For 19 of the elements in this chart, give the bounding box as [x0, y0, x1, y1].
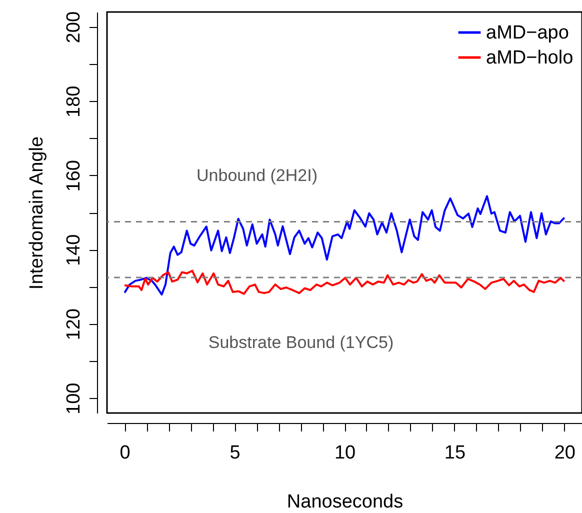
y-tick-label: 120 [64, 308, 84, 340]
x-tick-label: 0 [120, 442, 130, 464]
x-axis-title: Nanoseconds [286, 492, 404, 512]
y-tick-label: 160 [64, 160, 84, 192]
annotation: Unbound (2H2I) [196, 166, 318, 185]
annotation: Substrate Bound (1YC5) [208, 333, 394, 352]
legend-label: aMD−holo [486, 48, 574, 68]
x-tick-label: 20 [554, 442, 576, 464]
y-axis-title: Interdomain Angle [26, 136, 48, 290]
legend-label: aMD−apo [486, 22, 569, 44]
y-tick-label: 200 [64, 12, 84, 44]
line-series [124, 270, 566, 295]
x-tick-label: 10 [334, 442, 356, 464]
line-series [124, 195, 566, 296]
y-tick-label: 140 [64, 234, 84, 266]
y-tick-label: 180 [64, 86, 84, 118]
x-tick-label: 15 [444, 442, 466, 464]
x-tick-label: 5 [230, 442, 240, 464]
y-tick-label: 100 [64, 382, 84, 414]
